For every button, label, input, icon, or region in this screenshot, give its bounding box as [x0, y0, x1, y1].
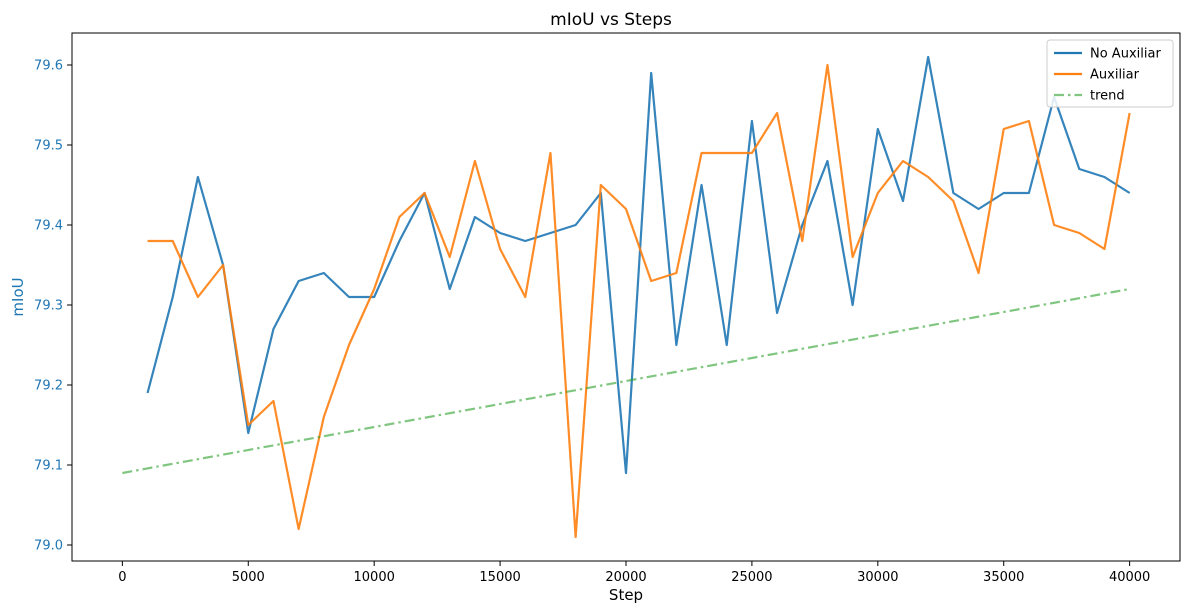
legend-label: No Auxiliar — [1090, 47, 1161, 62]
series-line-no-auxiliar — [146, 55, 1131, 475]
y-axis-label: mIoU — [9, 277, 27, 316]
y-tick-label: 79.5 — [34, 139, 63, 154]
plot-area: 0 5000 10000 15000 20000 25000 30000 35000 40000… — [34, 32, 1181, 585]
x-tick-label: 0 — [118, 570, 126, 585]
series-line-auxiliar — [147, 63, 1131, 539]
x-tick-label: 30000 — [857, 570, 898, 585]
y-tick-label: 79.2 — [34, 379, 63, 394]
x-tick-label: 5000 — [232, 570, 265, 585]
plot-frame — [71, 32, 1181, 562]
x-axis-ticks: 0 5000 10000 15000 20000 25000 30000 35000 40000 — [118, 561, 1150, 585]
y-axis-ticks: 79.0 79.1 79.2 79.3 79.4 79.5 79.6 — [34, 59, 72, 554]
x-tick-label: 15000 — [479, 570, 520, 585]
y-tick-label: 79.0 — [34, 539, 63, 554]
y-tick-label: 79.6 — [34, 59, 63, 74]
series-lines — [122, 55, 1131, 539]
legend: No Auxiliar Auxiliar trend — [1046, 39, 1174, 108]
x-tick-label: 20000 — [605, 570, 646, 585]
series-line-trend — [122, 287, 1130, 475]
legend-label: Auxiliar — [1090, 68, 1140, 83]
legend-box — [1046, 39, 1174, 108]
x-tick-label: 40000 — [1109, 570, 1150, 585]
chart-title: mIoU vs Steps — [550, 10, 672, 30]
y-tick-label: 79.1 — [34, 459, 63, 474]
x-tick-label: 10000 — [354, 570, 395, 585]
y-tick-label: 79.4 — [34, 219, 63, 234]
x-tick-label: 25000 — [731, 570, 772, 585]
x-axis-label: Step — [609, 586, 643, 604]
legend-label: trend — [1090, 89, 1125, 104]
x-tick-label: 35000 — [983, 570, 1024, 585]
y-tick-label: 79.3 — [34, 299, 63, 314]
